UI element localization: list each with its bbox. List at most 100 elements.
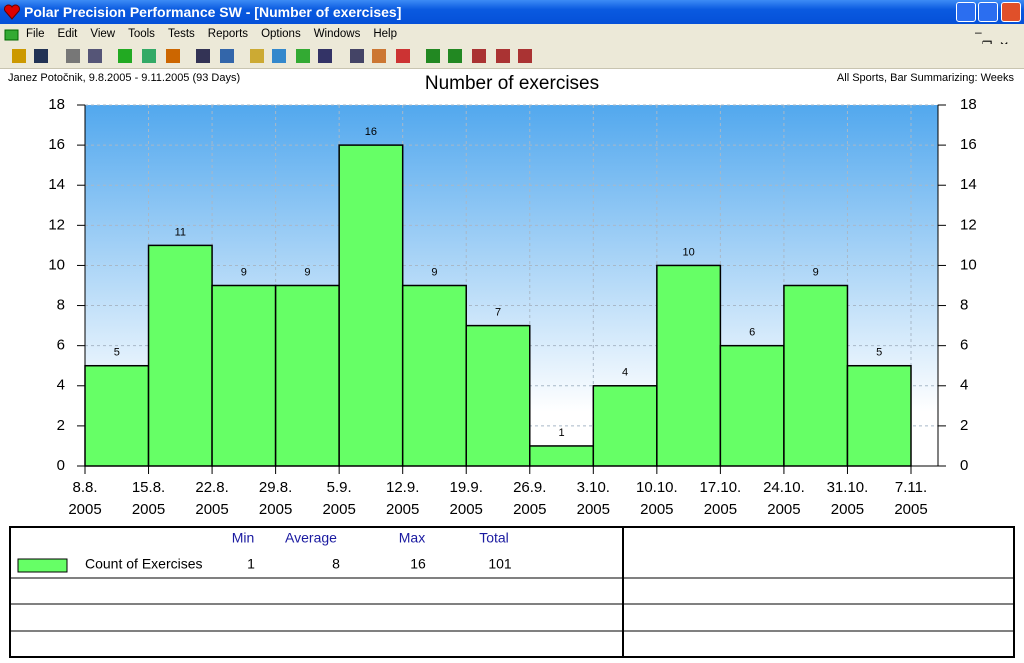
x-tick-label: 5.9.	[327, 479, 352, 496]
toolbar-button[interactable]	[88, 49, 102, 63]
y-tick-label: 6	[57, 337, 65, 354]
table-header: Max	[399, 530, 425, 546]
menu-bar: File Edit View Tools Tests Reports Options Wind…	[0, 24, 1024, 53]
minimize-button[interactable]	[956, 2, 976, 22]
menu-item[interactable]: Windows	[313, 28, 361, 40]
data-label: 9	[813, 266, 819, 278]
y-tick-label: 0	[57, 457, 65, 474]
window-title: Polar Precision Performance SW - [Number…	[24, 4, 402, 20]
data-label: 9	[241, 266, 247, 278]
x-tick-label: 3.10.	[577, 479, 610, 496]
bar	[84, 364, 150, 467]
toolbar-button[interactable]	[350, 49, 364, 63]
menu-item[interactable]: View	[90, 28, 116, 40]
table-cell: 1	[247, 556, 255, 572]
y2-tick-label: 2	[960, 417, 968, 434]
toolbar-button[interactable]	[250, 49, 264, 63]
x-tick-label: 2005	[577, 501, 610, 518]
y2-tick-label: 16	[960, 136, 977, 153]
bar	[465, 324, 531, 467]
x-tick-label: 10.10.	[636, 479, 678, 496]
bar	[783, 284, 849, 467]
toolbar-button[interactable]	[372, 49, 386, 63]
menu-item[interactable]: File	[26, 28, 45, 40]
x-tick-label: 2005	[322, 501, 355, 518]
menu-item[interactable]: Options	[261, 28, 301, 40]
toolbar-button[interactable]	[448, 49, 462, 63]
toolbar-button[interactable]	[496, 49, 510, 63]
toolbar-button[interactable]	[518, 49, 532, 63]
data-label: 16	[365, 126, 377, 138]
x-tick-label: 2005	[513, 501, 546, 518]
x-tick-label: 17.10.	[700, 479, 742, 496]
menu-item[interactable]: Tests	[167, 28, 195, 40]
title-bar: Polar Precision Performance SW - [Number…	[0, 0, 1024, 24]
y2-tick-label: 18	[960, 96, 977, 113]
toolbar-button[interactable]	[166, 49, 180, 63]
data-label: 6	[749, 327, 755, 339]
doc-icon	[4, 29, 19, 41]
bar	[401, 284, 467, 467]
toolbar-button[interactable]	[12, 49, 26, 63]
maximize-button[interactable]	[978, 2, 998, 22]
x-tick-label: 2005	[831, 501, 864, 518]
menu-item[interactable]: Reports	[207, 28, 249, 40]
toolbar-button[interactable]	[426, 49, 440, 63]
data-label: 7	[495, 307, 501, 319]
x-tick-label: 8.8.	[72, 479, 97, 496]
x-tick-label: 26.9.	[513, 479, 546, 496]
y2-tick-label: 10	[960, 256, 977, 273]
summary-table	[9, 526, 1015, 658]
data-label: 10	[682, 246, 694, 258]
toolbar-button[interactable]	[66, 49, 80, 63]
bar	[656, 264, 722, 467]
menu-item[interactable]: Help	[373, 28, 398, 40]
x-tick-label: 29.8.	[259, 479, 292, 496]
y-tick-label: 12	[48, 216, 65, 233]
bar	[211, 284, 277, 467]
y2-tick-label: 8	[960, 297, 968, 314]
x-tick-label: 2005	[195, 501, 228, 518]
toolbar-button[interactable]	[318, 49, 332, 63]
toolbar-button[interactable]	[396, 49, 410, 63]
y2-tick-label: 4	[960, 377, 968, 394]
toolbar-button[interactable]	[118, 49, 132, 63]
y2-tick-label: 12	[960, 216, 977, 233]
toolbar-button[interactable]	[34, 49, 48, 63]
x-tick-label: 7.11.	[895, 479, 927, 496]
menu-item[interactable]: Tools	[128, 28, 155, 40]
bar	[592, 385, 658, 467]
legend-swatch	[17, 558, 68, 573]
toolbar-button[interactable]	[142, 49, 156, 63]
x-tick-label: 2005	[132, 501, 165, 518]
toolbar-button[interactable]	[296, 49, 310, 63]
x-tick-label: 2005	[259, 501, 292, 518]
data-label: 9	[431, 266, 437, 278]
table-header: Total	[479, 530, 509, 546]
x-tick-label: 24.10.	[763, 479, 805, 496]
bar	[274, 284, 340, 467]
x-tick-label: 2005	[450, 501, 483, 518]
bar	[338, 144, 404, 467]
menu-item[interactable]: Edit	[57, 28, 78, 40]
toolbar-button[interactable]	[220, 49, 234, 63]
table-header: Average	[285, 530, 337, 546]
x-tick-label: 12.9.	[386, 479, 419, 496]
table-cell: 8	[332, 556, 340, 572]
toolbar	[0, 44, 1024, 69]
x-tick-label: 2005	[386, 501, 419, 518]
close-button[interactable]	[1001, 2, 1021, 22]
y-tick-label: 10	[48, 256, 65, 273]
data-label: 4	[622, 367, 628, 379]
toolbar-button[interactable]	[272, 49, 286, 63]
data-label: 11	[175, 226, 186, 238]
toolbar-button[interactable]	[196, 49, 210, 63]
chart: Janez Potočnik, 9.8.2005 - 9.11.2005 (93…	[8, 72, 1015, 658]
toolbar-button[interactable]	[472, 49, 486, 63]
y-tick-label: 16	[48, 136, 65, 153]
y2-tick-label: 6	[960, 337, 968, 354]
y-tick-label: 2	[57, 417, 65, 434]
x-tick-label: 31.10.	[827, 479, 869, 496]
y-tick-label: 18	[48, 96, 65, 113]
